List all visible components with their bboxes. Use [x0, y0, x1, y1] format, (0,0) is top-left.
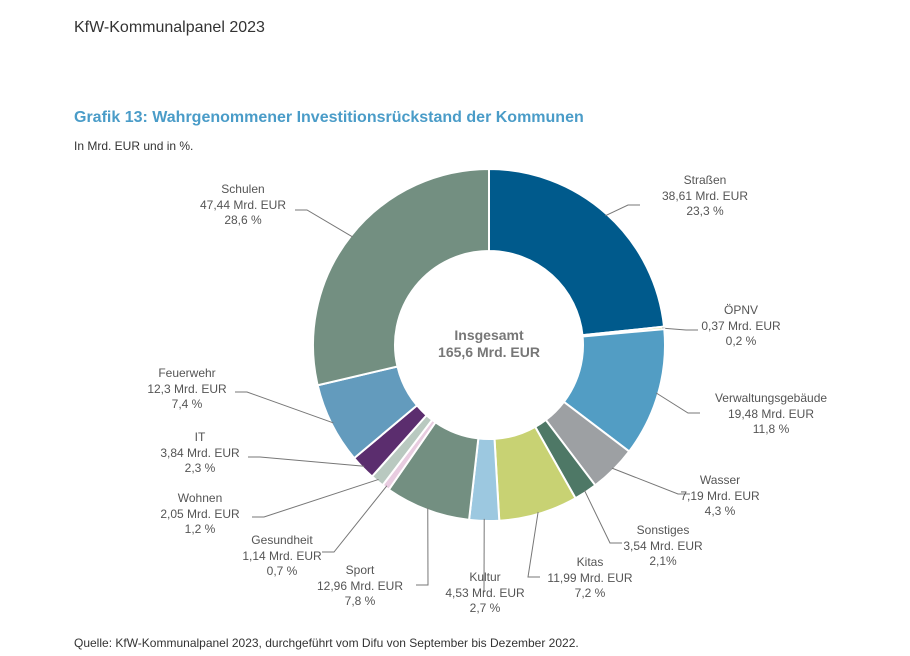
slice-12	[312, 167, 490, 387]
slice-label-name: Verwaltungsgebäude	[714, 391, 828, 405]
slice-label-pct-label: 0,2 %	[725, 334, 757, 348]
chart-title: Grafik 13: Wahrgenommener Investitionsrü…	[74, 109, 584, 126]
slice-label: Wasser 7,19 Mrd. EUR 4,3 %	[680, 473, 759, 520]
slice-label-value-label: 38,61 Mrd. EUR	[661, 188, 749, 203]
slice-label-value-label: 0,37 Mrd. EUR	[701, 318, 781, 333]
leader-line-2	[655, 392, 700, 414]
slice-label-name: Sport	[345, 563, 375, 577]
leader-line-12	[295, 209, 353, 238]
slice-label-name: Kitas	[576, 555, 604, 569]
slice-label-pct-label: 23,3 %	[686, 204, 724, 218]
slice-label-value-label: 4,53 Mrd. EUR	[445, 585, 525, 600]
slice-label-pct-label: 7,4 %	[171, 397, 203, 411]
slice-label-name: Schulen	[221, 182, 265, 196]
center-label-total: 165,6 Mrd. EUR	[438, 344, 540, 360]
slice-label-value-label: 3,54 Mrd. EUR	[623, 538, 703, 553]
slice-label-value-label: 11,99 Mrd. EUR	[547, 570, 633, 585]
leader-line-11	[235, 391, 334, 424]
report-header: KfW-Kommunalpanel 2023	[74, 19, 265, 36]
slice-label-name: Kultur	[469, 570, 501, 584]
slice-label-pct-label: 4,3 %	[704, 504, 736, 518]
slice-label-value-label: 47,44 Mrd. EUR	[199, 197, 287, 212]
slice-label: Feuerwehr 12,3 Mrd. EUR 7,4 %	[147, 366, 226, 413]
slice-label-name: Straßen	[683, 173, 727, 187]
slice-label-value-label: 7,19 Mrd. EUR	[680, 488, 760, 503]
slice-label: ÖPNV 0,37 Mrd. EUR 0,2 %	[701, 303, 780, 350]
leader-line-3	[611, 467, 690, 495]
slice-label-pct-label: 7,2 %	[574, 586, 606, 600]
leader-line-9	[252, 478, 379, 518]
slice-label-pct-label: 7,8 %	[344, 594, 376, 608]
slice-label-name: ÖPNV	[723, 303, 759, 317]
leader-line-10	[248, 456, 365, 467]
slice-label-value-label: 12,3 Mrd. EUR	[147, 381, 227, 396]
center-label: Insgesamt 165,6 Mrd. EUR	[438, 327, 540, 361]
slice-label-name: Wohnen	[177, 491, 223, 505]
center-label-title: Insgesamt	[454, 327, 524, 343]
slice-label-name: Wasser	[699, 473, 741, 487]
slice-label-pct-label: 11,8 %	[752, 422, 790, 436]
slice-label-value-label: 3,84 Mrd. EUR	[160, 445, 240, 460]
slice-label-value-label: 12,96 Mrd. EUR	[316, 578, 404, 593]
slice-0	[488, 167, 666, 337]
leader-line-8	[322, 485, 388, 553]
leader-line-0	[605, 204, 640, 217]
slice-label: Kultur 4,53 Mrd. EUR 2,7 %	[445, 570, 524, 617]
slice-label-name: IT	[194, 430, 206, 444]
chart-subtitle: In Mrd. EUR und in %.	[74, 139, 194, 153]
slice-label: IT 3,84 Mrd. EUR 2,3 %	[160, 430, 239, 477]
source-note: Quelle: KfW-Kommunalpanel 2023, durchgef…	[74, 636, 579, 650]
slice-label: Schulen 47,44 Mrd. EUR 28,6 %	[200, 182, 286, 229]
slice-label-pct-label: 28,6 %	[224, 213, 262, 227]
slice-label-value-label: 2,05 Mrd. EUR	[160, 506, 240, 521]
leader-line-5	[527, 511, 540, 578]
slice-label: Verwaltungsgebäude 19,48 Mrd. EUR 11,8 %	[715, 391, 827, 438]
slice-label-value-label: 19,48 Mrd. EUR	[727, 406, 815, 421]
slice-label: Straßen 38,61 Mrd. EUR 23,3 %	[662, 173, 748, 220]
slice-label-pct-label: 2,7 %	[469, 601, 501, 615]
slice-label: Gesundheit 1,14 Mrd. EUR 0,7 %	[242, 533, 321, 580]
slice-label: Kitas 11,99 Mrd. EUR 7,2 %	[547, 555, 632, 602]
slice-label-pct-label: 2,1%	[649, 554, 677, 568]
slice-label-pct-label: 1,2 %	[184, 522, 216, 536]
slice-label-name: Gesundheit	[251, 533, 313, 547]
slice-label-pct-label: 2,3 %	[184, 461, 216, 475]
leader-line-7	[416, 507, 429, 586]
slice-label: Wohnen 2,05 Mrd. EUR 1,2 %	[160, 491, 239, 538]
slice-label: Sonstiges 3,54 Mrd. EUR 2,1%	[623, 523, 702, 570]
slice-label-value-label: 1,14 Mrd. EUR	[242, 548, 322, 563]
slice-label-name: Sonstiges	[636, 523, 690, 537]
leader-line-1	[662, 327, 698, 331]
slice-label: Sport 12,96 Mrd. EUR 7,8 %	[317, 563, 403, 610]
slice-label-name: Feuerwehr	[158, 366, 216, 380]
slice-label-pct-label: 0,7 %	[266, 564, 298, 578]
leader-line-4	[584, 490, 622, 544]
